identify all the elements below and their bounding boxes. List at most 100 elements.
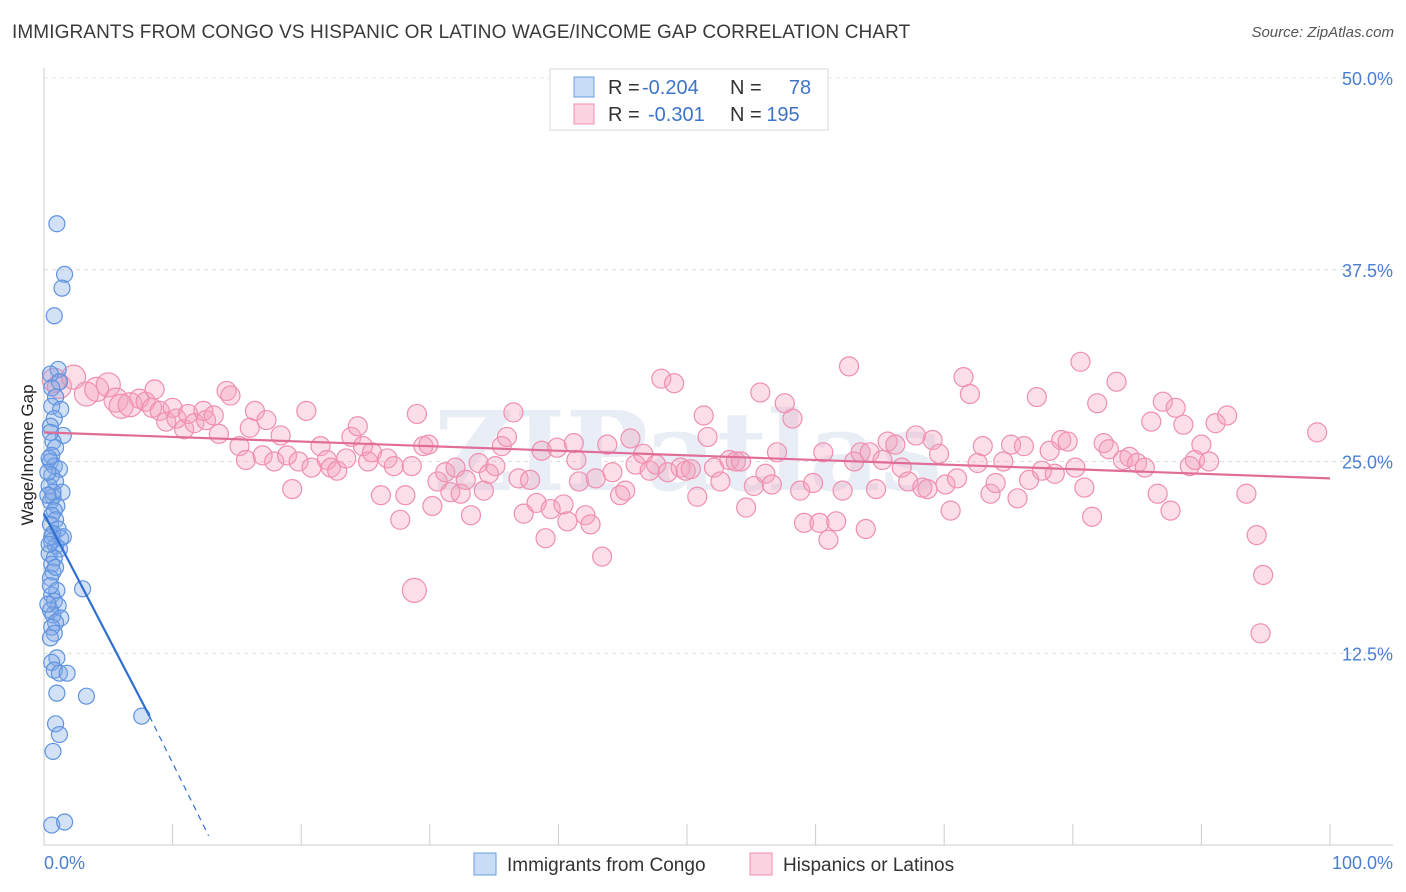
hispanic-point [370, 485, 392, 506]
hispanic-point [1173, 414, 1194, 435]
hispanic-point [602, 462, 623, 483]
hispanic-point [766, 442, 788, 463]
hispanic-point [809, 512, 830, 533]
hispanic-point [855, 518, 876, 540]
hispanic-point [235, 449, 257, 471]
hispanic-point [1013, 436, 1035, 457]
congo-point [43, 816, 61, 834]
hispanic-point [1044, 463, 1065, 484]
congo-point [48, 215, 66, 233]
hispanic-point [473, 480, 494, 501]
congo-point [55, 265, 74, 283]
hispanic-point [826, 511, 847, 532]
hispanic-point [282, 479, 303, 500]
hispanic-point [336, 448, 357, 469]
hispanic-point [1098, 439, 1119, 460]
hispanic-point [935, 474, 956, 495]
congo-point [77, 687, 96, 705]
hispanic-point [967, 452, 988, 474]
hispanic-point [1205, 413, 1226, 434]
x-tick-label-100: 100.0% [1332, 853, 1393, 873]
hispanic-point [1160, 500, 1181, 521]
hispanic-point [1065, 457, 1086, 478]
hispanic-point [959, 383, 981, 405]
hispanic-point [1147, 483, 1168, 504]
congo-point [52, 609, 70, 627]
hispanic-point [664, 373, 685, 394]
hispanic-point [838, 356, 860, 377]
hispanic-point [568, 471, 590, 492]
hispanic-point [761, 474, 782, 495]
hispanic-point [730, 451, 752, 472]
hispanic-point [1070, 351, 1091, 372]
hispanic-point [917, 479, 938, 500]
congo-point [52, 400, 70, 418]
hispanic-point [657, 462, 678, 483]
legend-n-value-2: 195 [766, 104, 799, 126]
hispanic-point [1057, 431, 1078, 452]
hispanic-point [680, 459, 701, 480]
hispanic-point [239, 417, 260, 438]
hispanic-point [144, 379, 165, 400]
hispanic-point [1074, 477, 1095, 498]
bottom-legend-swatch-congo[interactable] [473, 852, 497, 876]
hispanic-point [401, 577, 427, 603]
hispanic-point [547, 437, 568, 458]
hispanic-point [535, 528, 556, 549]
trend-line-congo [43, 513, 151, 717]
hispanic-point [693, 405, 714, 426]
hispanic-point [390, 509, 411, 530]
hispanic-point [1250, 623, 1271, 644]
hispanic-point [710, 471, 731, 492]
congo-point [46, 558, 65, 576]
hispanic-point [620, 428, 641, 449]
hispanic-point [468, 452, 489, 474]
hispanic-point [1081, 506, 1103, 527]
hispanic-point [940, 500, 961, 521]
congo-point [53, 279, 71, 297]
hispanic-point [252, 445, 273, 466]
congo-point [39, 486, 57, 504]
hispanic-point [460, 505, 482, 526]
hispanic-point [361, 442, 383, 463]
hispanic-point [885, 434, 906, 455]
bottom-legend-swatch-hispanic[interactable] [749, 852, 773, 876]
hispanic-point [1087, 393, 1108, 414]
bottom-legend-label-hispanic[interactable]: Hispanics or Latinos [783, 855, 954, 876]
congo-point [40, 535, 58, 553]
hispanic-point [905, 425, 927, 446]
hispanic-point [1217, 405, 1238, 426]
hispanic-point [563, 432, 584, 454]
y-axis-label: Wage/Income Gap [18, 384, 37, 525]
bottom-legend-label-congo[interactable]: Immigrants from Congo [507, 855, 706, 876]
congo-point [54, 426, 72, 445]
congo-point [43, 379, 61, 397]
hispanic-point [149, 400, 170, 421]
hispanic-point [162, 397, 183, 418]
hispanic-point [651, 368, 672, 389]
hispanic-point [697, 426, 718, 448]
gridlines [44, 77, 1393, 654]
hispanic-point [440, 482, 461, 503]
hispanic-point [750, 382, 771, 403]
hispanic-point [455, 469, 476, 491]
hispanic-point [928, 443, 950, 464]
hispanic-point [1106, 371, 1127, 392]
chart-title: IMMIGRANTS FROM CONGO VS HISPANIC OR LAT… [12, 22, 911, 43]
correlation-legend: R = -0.204 N = 78 R = -0.301 N = 195 [549, 68, 829, 131]
legend-swatch-congo [573, 76, 595, 98]
congo-point [44, 483, 62, 501]
source-label: Source: ZipAtlas.com [1251, 24, 1394, 41]
hispanic-point [946, 468, 968, 489]
hispanic-point [736, 497, 757, 518]
congo-point [40, 544, 58, 563]
hispanic-point [1051, 429, 1072, 451]
hispanic-point [1134, 457, 1155, 478]
hispanic-point [872, 449, 893, 471]
legend-r-label-2: R = [608, 104, 640, 126]
hispanic-point [1141, 411, 1162, 432]
series-legend: Immigrants from Congo Hispanics or Latin… [473, 852, 954, 876]
hispanic-point [485, 456, 506, 477]
hispanic-point [592, 546, 613, 567]
